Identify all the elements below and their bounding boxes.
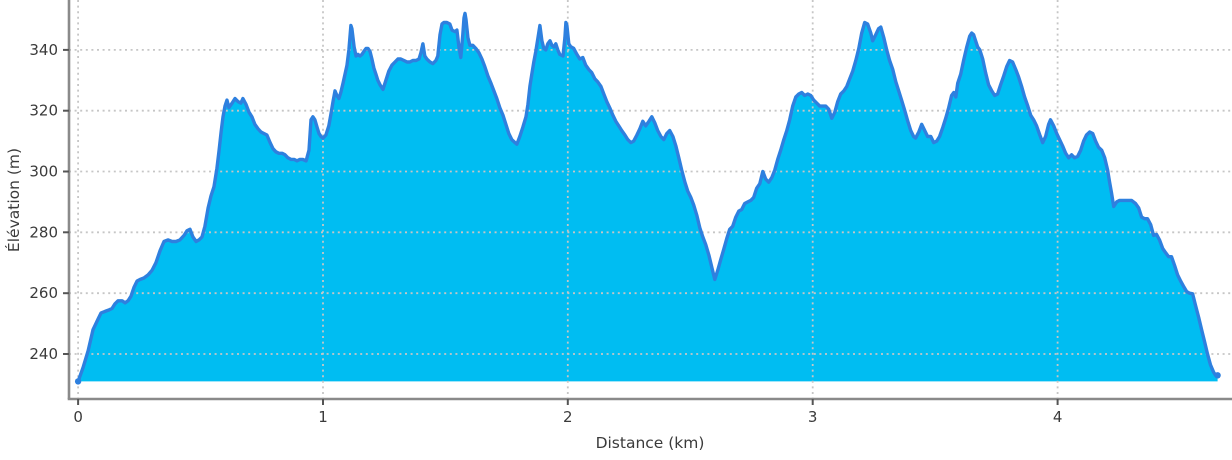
- y-tick-label: 260: [29, 284, 58, 302]
- y-tick-label: 340: [29, 41, 58, 59]
- line-start-cap: [74, 378, 82, 385]
- elevation-line: [76, 11, 1220, 384]
- y-tick-label: 280: [29, 223, 58, 241]
- y-tick-label: 240: [29, 345, 58, 363]
- gridlines: [69, 0, 1232, 399]
- y-axis-title: Élévation (m): [5, 147, 23, 253]
- y-tick-label: 300: [29, 163, 58, 181]
- x-tick-label: 2: [563, 408, 573, 426]
- x-axis-title: Distance (km): [595, 434, 705, 452]
- y-tick-label: 320: [29, 102, 58, 120]
- x-tick-label: 4: [1053, 408, 1063, 426]
- x-tick-label: 1: [318, 408, 328, 426]
- x-tick-label: 3: [808, 408, 818, 426]
- elevation-area: [78, 13, 1218, 382]
- x-tick-label: 0: [73, 408, 83, 426]
- line-end-cap: [1214, 372, 1221, 379]
